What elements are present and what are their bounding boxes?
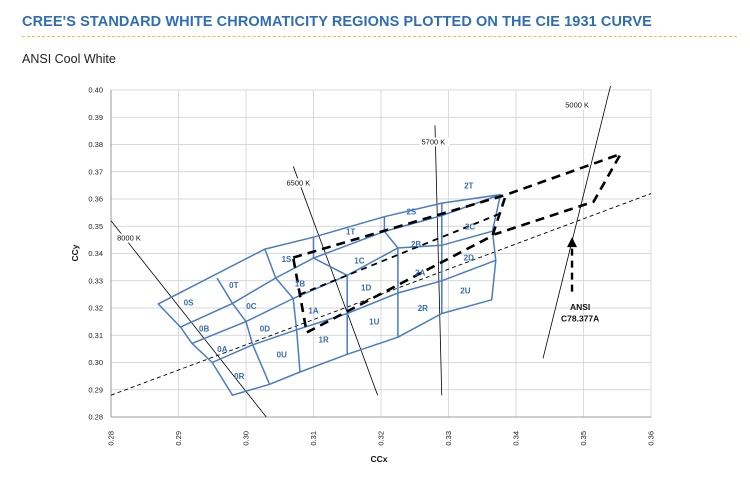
y-tick-label: 0.35	[88, 222, 103, 231]
isotherm-label: 8000 K	[117, 234, 141, 243]
y-tick-label: 0.30	[88, 358, 103, 367]
region-label-0t: 0T	[229, 281, 238, 290]
ansi-center-line	[299, 213, 500, 296]
grid-lines	[110, 89, 652, 418]
region-label-0s: 0S	[184, 299, 194, 308]
region-label-2u: 2U	[460, 286, 470, 295]
region-label-0u: 0U	[277, 350, 287, 359]
region-label-2a: 2A	[415, 269, 425, 278]
isotherm-lines: 8000 K 6500 K 5700 K 5000 K	[110, 85, 611, 418]
isotherm-line	[110, 220, 267, 418]
region-labels: 0S 0T 0B 0C 0A 0D 0R 0U 1S 1B 1A 1R 1T 1C 1D 1U 2S 2B 2A 2R…	[184, 181, 476, 381]
region-label-1b: 1B	[295, 279, 305, 288]
region-label-2c: 2C	[465, 222, 475, 231]
ansi-arrow-head	[567, 237, 578, 248]
x-tick-label: 0.34	[512, 431, 521, 446]
x-tick-label: 0.33	[444, 431, 453, 446]
x-axis-label: CCx	[370, 454, 387, 464]
region-outline	[157, 193, 502, 396]
region-label-1u: 1U	[369, 318, 379, 327]
region-label-0d: 0D	[260, 324, 270, 333]
region-label-0r: 0R	[234, 372, 244, 381]
y-tick-label: 0.31	[88, 331, 103, 340]
tick-labels: 0.28 0.29 0.30 0.31 0.32 0.33 0.34 0.35 0.36 0.28…	[88, 86, 655, 446]
isotherm-label-bg	[419, 137, 450, 147]
chromaticity-regions	[157, 193, 502, 396]
y-tick-label: 0.29	[88, 385, 103, 394]
x-tick-label: 0.30	[242, 431, 251, 446]
region-label-2r: 2R	[418, 304, 428, 313]
isotherm-label-bg	[115, 233, 146, 243]
x-tick-label: 0.29	[174, 431, 183, 446]
region-label-2d: 2D	[464, 254, 474, 263]
region-column-line	[264, 248, 301, 373]
x-tick-label: 0.32	[377, 431, 386, 446]
x-tick-label: 0.35	[579, 431, 588, 446]
isotherm-label-bg	[284, 178, 315, 188]
region-label-1s: 1S	[282, 255, 292, 264]
isotherm-label: 5000 K	[565, 101, 589, 110]
region-label-1d: 1D	[361, 284, 371, 293]
isotherm-label: 6500 K	[287, 178, 311, 187]
region-label-2b: 2B	[411, 240, 421, 249]
region-label-0a: 0A	[217, 345, 227, 354]
ansi-quadrangle-outline	[291, 192, 508, 335]
region-label-1t: 1T	[346, 228, 355, 237]
y-tick-label: 0.37	[88, 167, 103, 176]
region-label-1c: 1C	[354, 256, 364, 265]
region-row-line	[180, 193, 501, 328]
isotherm-line	[434, 125, 443, 396]
ansi-annotation: ANSI	[570, 302, 590, 312]
x-tick-label: 0.28	[107, 431, 116, 446]
ansi-quadrangle: ANSI C78.377A	[291, 151, 624, 335]
region-label-1r: 1R	[319, 335, 329, 344]
region-label-1a: 1A	[308, 307, 318, 316]
isotherm-line	[542, 85, 611, 359]
title-divider	[22, 36, 737, 37]
isotherm-label: 5700 K	[422, 138, 446, 147]
plot-frame	[110, 90, 651, 418]
y-tick-label: 0.34	[88, 249, 103, 258]
y-tick-label: 0.38	[88, 140, 103, 149]
y-axis-label: CCy	[70, 244, 80, 261]
y-tick-label: 0.33	[88, 276, 103, 285]
y-tick-label: 0.36	[88, 195, 103, 204]
page-title: CREE'S STANDARD WHITE CHROMATICITY REGIO…	[22, 14, 652, 30]
region-label-0c: 0C	[246, 302, 256, 311]
ansi-annotation: C78.377A	[561, 314, 599, 324]
y-tick-label: 0.40	[88, 86, 103, 95]
y-tick-label: 0.39	[88, 113, 103, 122]
region-label-2t: 2T	[464, 181, 473, 190]
region-column-line	[383, 216, 399, 338]
isotherm-label-bg	[563, 100, 594, 110]
axis-labels: CCx CCy	[70, 244, 388, 464]
ansi-extension-outline	[493, 151, 624, 236]
y-tick-label: 0.28	[88, 413, 103, 422]
y-tick-label: 0.32	[88, 304, 103, 313]
x-tick-label: 0.31	[309, 431, 318, 446]
region-label-0b: 0B	[199, 324, 209, 333]
x-tick-label: 0.36	[647, 431, 656, 446]
page-subtitle: ANSI Cool White	[22, 52, 116, 66]
region-column-line	[216, 277, 271, 385]
region-label-2s: 2S	[406, 207, 416, 216]
region-row-line	[211, 259, 497, 364]
